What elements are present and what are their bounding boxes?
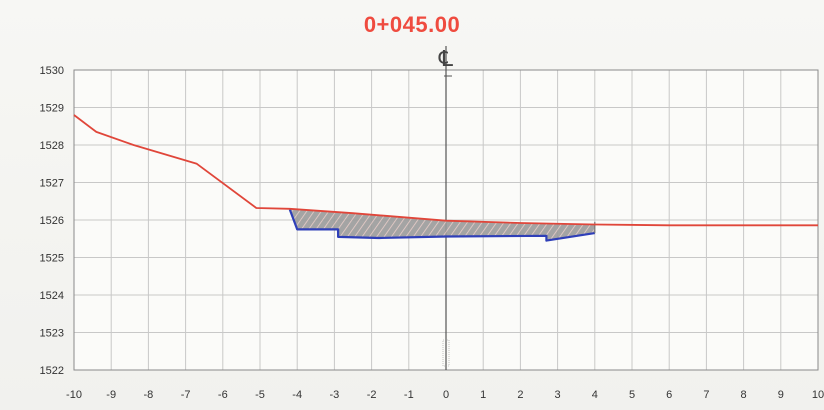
x-tick-label: 1 bbox=[480, 389, 486, 401]
x-tick-label: 7 bbox=[703, 389, 709, 401]
y-tick-label: 1523 bbox=[40, 328, 64, 340]
x-tick-label: 9 bbox=[778, 389, 784, 401]
cut-fill-area bbox=[289, 208, 595, 241]
y-tick-label: 1524 bbox=[40, 290, 64, 302]
x-tick-label: -5 bbox=[255, 389, 265, 401]
x-tick-label: -9 bbox=[106, 389, 116, 401]
y-tick-label: 1528 bbox=[40, 140, 64, 152]
x-tick-label: -1 bbox=[404, 389, 414, 401]
x-tick-label: 0 bbox=[443, 389, 449, 401]
y-tick-label: 1529 bbox=[40, 103, 64, 115]
x-tick-label: 10 bbox=[812, 389, 824, 401]
y-tick-label: 1526 bbox=[40, 215, 64, 227]
x-tick-label: -10 bbox=[66, 389, 82, 401]
y-tick-label: 1522 bbox=[40, 365, 64, 377]
x-tick-label: 3 bbox=[555, 389, 561, 401]
x-tick-label: -6 bbox=[218, 389, 228, 401]
x-tick-label: -8 bbox=[144, 389, 154, 401]
x-tick-label: 6 bbox=[666, 389, 672, 401]
centerline-symbol: ℄ bbox=[438, 47, 454, 72]
x-tick-label: -3 bbox=[330, 389, 340, 401]
x-tick-label: -2 bbox=[367, 389, 377, 401]
x-tick-label: 4 bbox=[592, 389, 598, 401]
x-tick-label: -4 bbox=[292, 389, 302, 401]
x-tick-label: -7 bbox=[181, 389, 191, 401]
x-tick-label: 8 bbox=[741, 389, 747, 401]
y-tick-label: 1525 bbox=[40, 253, 64, 265]
station-label: 0+045.00 bbox=[363, 12, 461, 37]
y-tick-label: 1530 bbox=[40, 65, 64, 77]
centerline-stamp bbox=[442, 339, 450, 367]
x-tick-label: 2 bbox=[517, 389, 523, 401]
y-tick-label: 1527 bbox=[40, 178, 64, 190]
existing-ground-line bbox=[73, 114, 818, 227]
design-template-line bbox=[288, 209, 595, 242]
x-tick-label: 5 bbox=[629, 389, 635, 401]
